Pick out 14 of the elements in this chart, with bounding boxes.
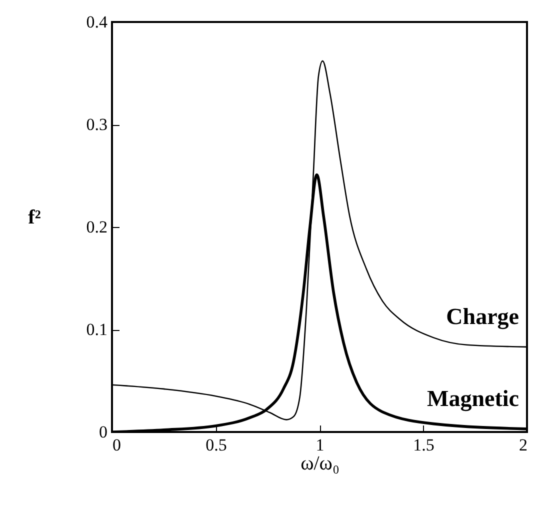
x-tick-label: 0 [112,436,121,454]
series-label: Magnetic [427,386,519,412]
x-tick-label: 1.5 [413,436,434,454]
y-tick-label: 0.4 [86,12,108,32]
series-label: Charge [446,304,519,330]
y-tick-label: 0 [99,422,108,442]
x-axis-title: ω/ω₀ [300,452,340,474]
y-tick-label: 0.3 [86,115,108,134]
x-tick-label: 0.5 [206,436,227,454]
y-tick-label: 0.2 [86,218,108,236]
x-tick-label: 2 [519,436,528,454]
x-tick-label: 1 [316,436,324,454]
y-axis-title: f² [28,206,41,228]
y-tick-label: 0.1 [86,320,108,339]
